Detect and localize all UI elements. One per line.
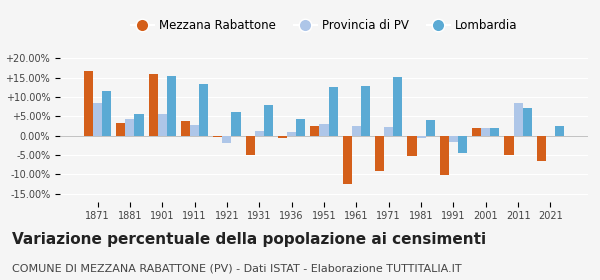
Bar xyxy=(93,103,102,136)
Bar xyxy=(287,132,296,136)
Bar xyxy=(190,125,199,136)
Bar xyxy=(505,136,514,155)
Bar xyxy=(134,114,143,136)
Bar xyxy=(246,136,255,155)
Bar xyxy=(384,127,393,136)
Bar xyxy=(523,108,532,136)
Text: COMUNE DI MEZZANA RABATTONE (PV) - Dati ISTAT - Elaborazione TUTTITALIA.IT: COMUNE DI MEZZANA RABATTONE (PV) - Dati … xyxy=(12,263,461,274)
Bar xyxy=(361,86,370,136)
Bar xyxy=(125,119,134,136)
Bar xyxy=(416,136,425,138)
Legend: Mezzana Rabattone, Provincia di PV, Lombardia: Mezzana Rabattone, Provincia di PV, Lomb… xyxy=(126,14,522,36)
Bar xyxy=(555,126,564,136)
Bar xyxy=(149,74,158,136)
Bar xyxy=(310,126,319,136)
Bar xyxy=(440,136,449,175)
Bar xyxy=(407,136,416,156)
Bar xyxy=(514,103,523,136)
Bar xyxy=(167,76,176,136)
Bar xyxy=(264,106,273,136)
Bar xyxy=(102,91,111,136)
Bar xyxy=(199,84,208,136)
Bar xyxy=(116,123,125,136)
Bar xyxy=(232,113,241,136)
Bar xyxy=(375,136,384,171)
Bar xyxy=(296,119,305,136)
Bar xyxy=(319,124,329,136)
Bar xyxy=(255,131,264,136)
Bar xyxy=(329,87,338,136)
Bar xyxy=(458,136,467,153)
Bar xyxy=(343,136,352,184)
Bar xyxy=(278,136,287,138)
Bar xyxy=(181,121,190,136)
Bar xyxy=(537,136,546,161)
Bar xyxy=(393,77,402,136)
Bar xyxy=(352,126,361,136)
Text: Variazione percentuale della popolazione ai censimenti: Variazione percentuale della popolazione… xyxy=(12,232,486,247)
Bar xyxy=(214,136,223,137)
Bar xyxy=(84,71,93,136)
Bar xyxy=(425,120,434,136)
Bar xyxy=(490,128,499,136)
Bar xyxy=(449,136,458,141)
Bar xyxy=(158,114,167,136)
Bar xyxy=(472,128,481,136)
Bar xyxy=(481,128,490,136)
Bar xyxy=(223,136,232,143)
